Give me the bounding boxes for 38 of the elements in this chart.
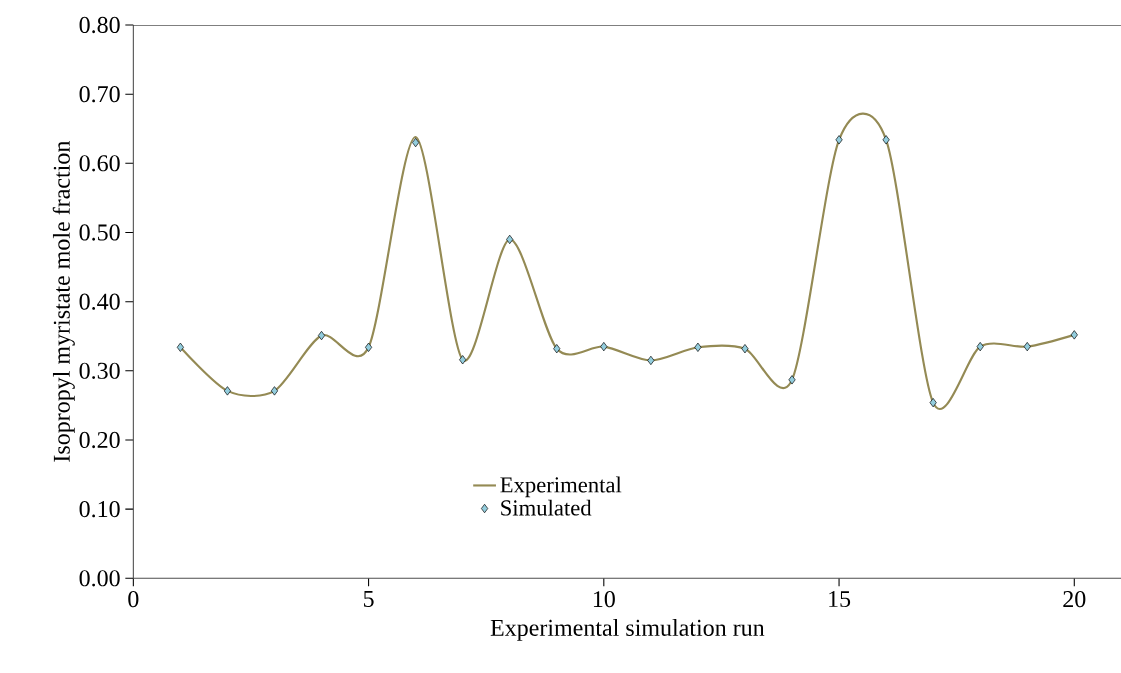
point: [412, 137, 420, 148]
point: [553, 344, 561, 354]
legend-label: Experimental: [500, 476, 622, 498]
x-tick-label: 0: [128, 591, 139, 608]
point: [600, 342, 608, 352]
point: [317, 330, 326, 341]
x-tick-label: 10: [593, 591, 615, 608]
point: [647, 355, 655, 366]
point: [976, 342, 984, 352]
y-axis-title: Isopropyl myristate mole fraction: [52, 141, 75, 462]
x-tick-label: 15: [829, 591, 851, 608]
y-tick-label: 0.60: [79, 155, 120, 172]
point: [1070, 330, 1078, 340]
point: [788, 375, 796, 385]
y-tick-label: 0.00: [79, 570, 120, 587]
point: [176, 342, 184, 352]
point: [835, 135, 843, 145]
y-tick-label: 0.10: [79, 501, 120, 518]
point: [694, 342, 702, 352]
point: [270, 386, 279, 396]
point: [882, 135, 890, 145]
x-tick-label: 20: [1063, 591, 1086, 608]
x-tick-label: 5: [363, 591, 374, 607]
y-tick-label: 0.70: [79, 86, 120, 103]
x-axis-title: Experimental simulation run: [490, 619, 765, 641]
y-tick-label: 0.30: [79, 362, 120, 379]
point: [459, 355, 467, 365]
point: [223, 386, 231, 396]
y-tick-label: 0.50: [79, 224, 120, 241]
point: [741, 344, 749, 354]
point: [365, 342, 373, 352]
point: [1023, 342, 1031, 352]
y-tick-label: 0.20: [79, 431, 120, 449]
y-tick-label: 0.80: [79, 16, 120, 34]
point: [929, 398, 937, 408]
y-tick-label: 0.40: [79, 293, 120, 310]
point: [506, 234, 514, 245]
legend-label: Simulated: [501, 499, 592, 516]
